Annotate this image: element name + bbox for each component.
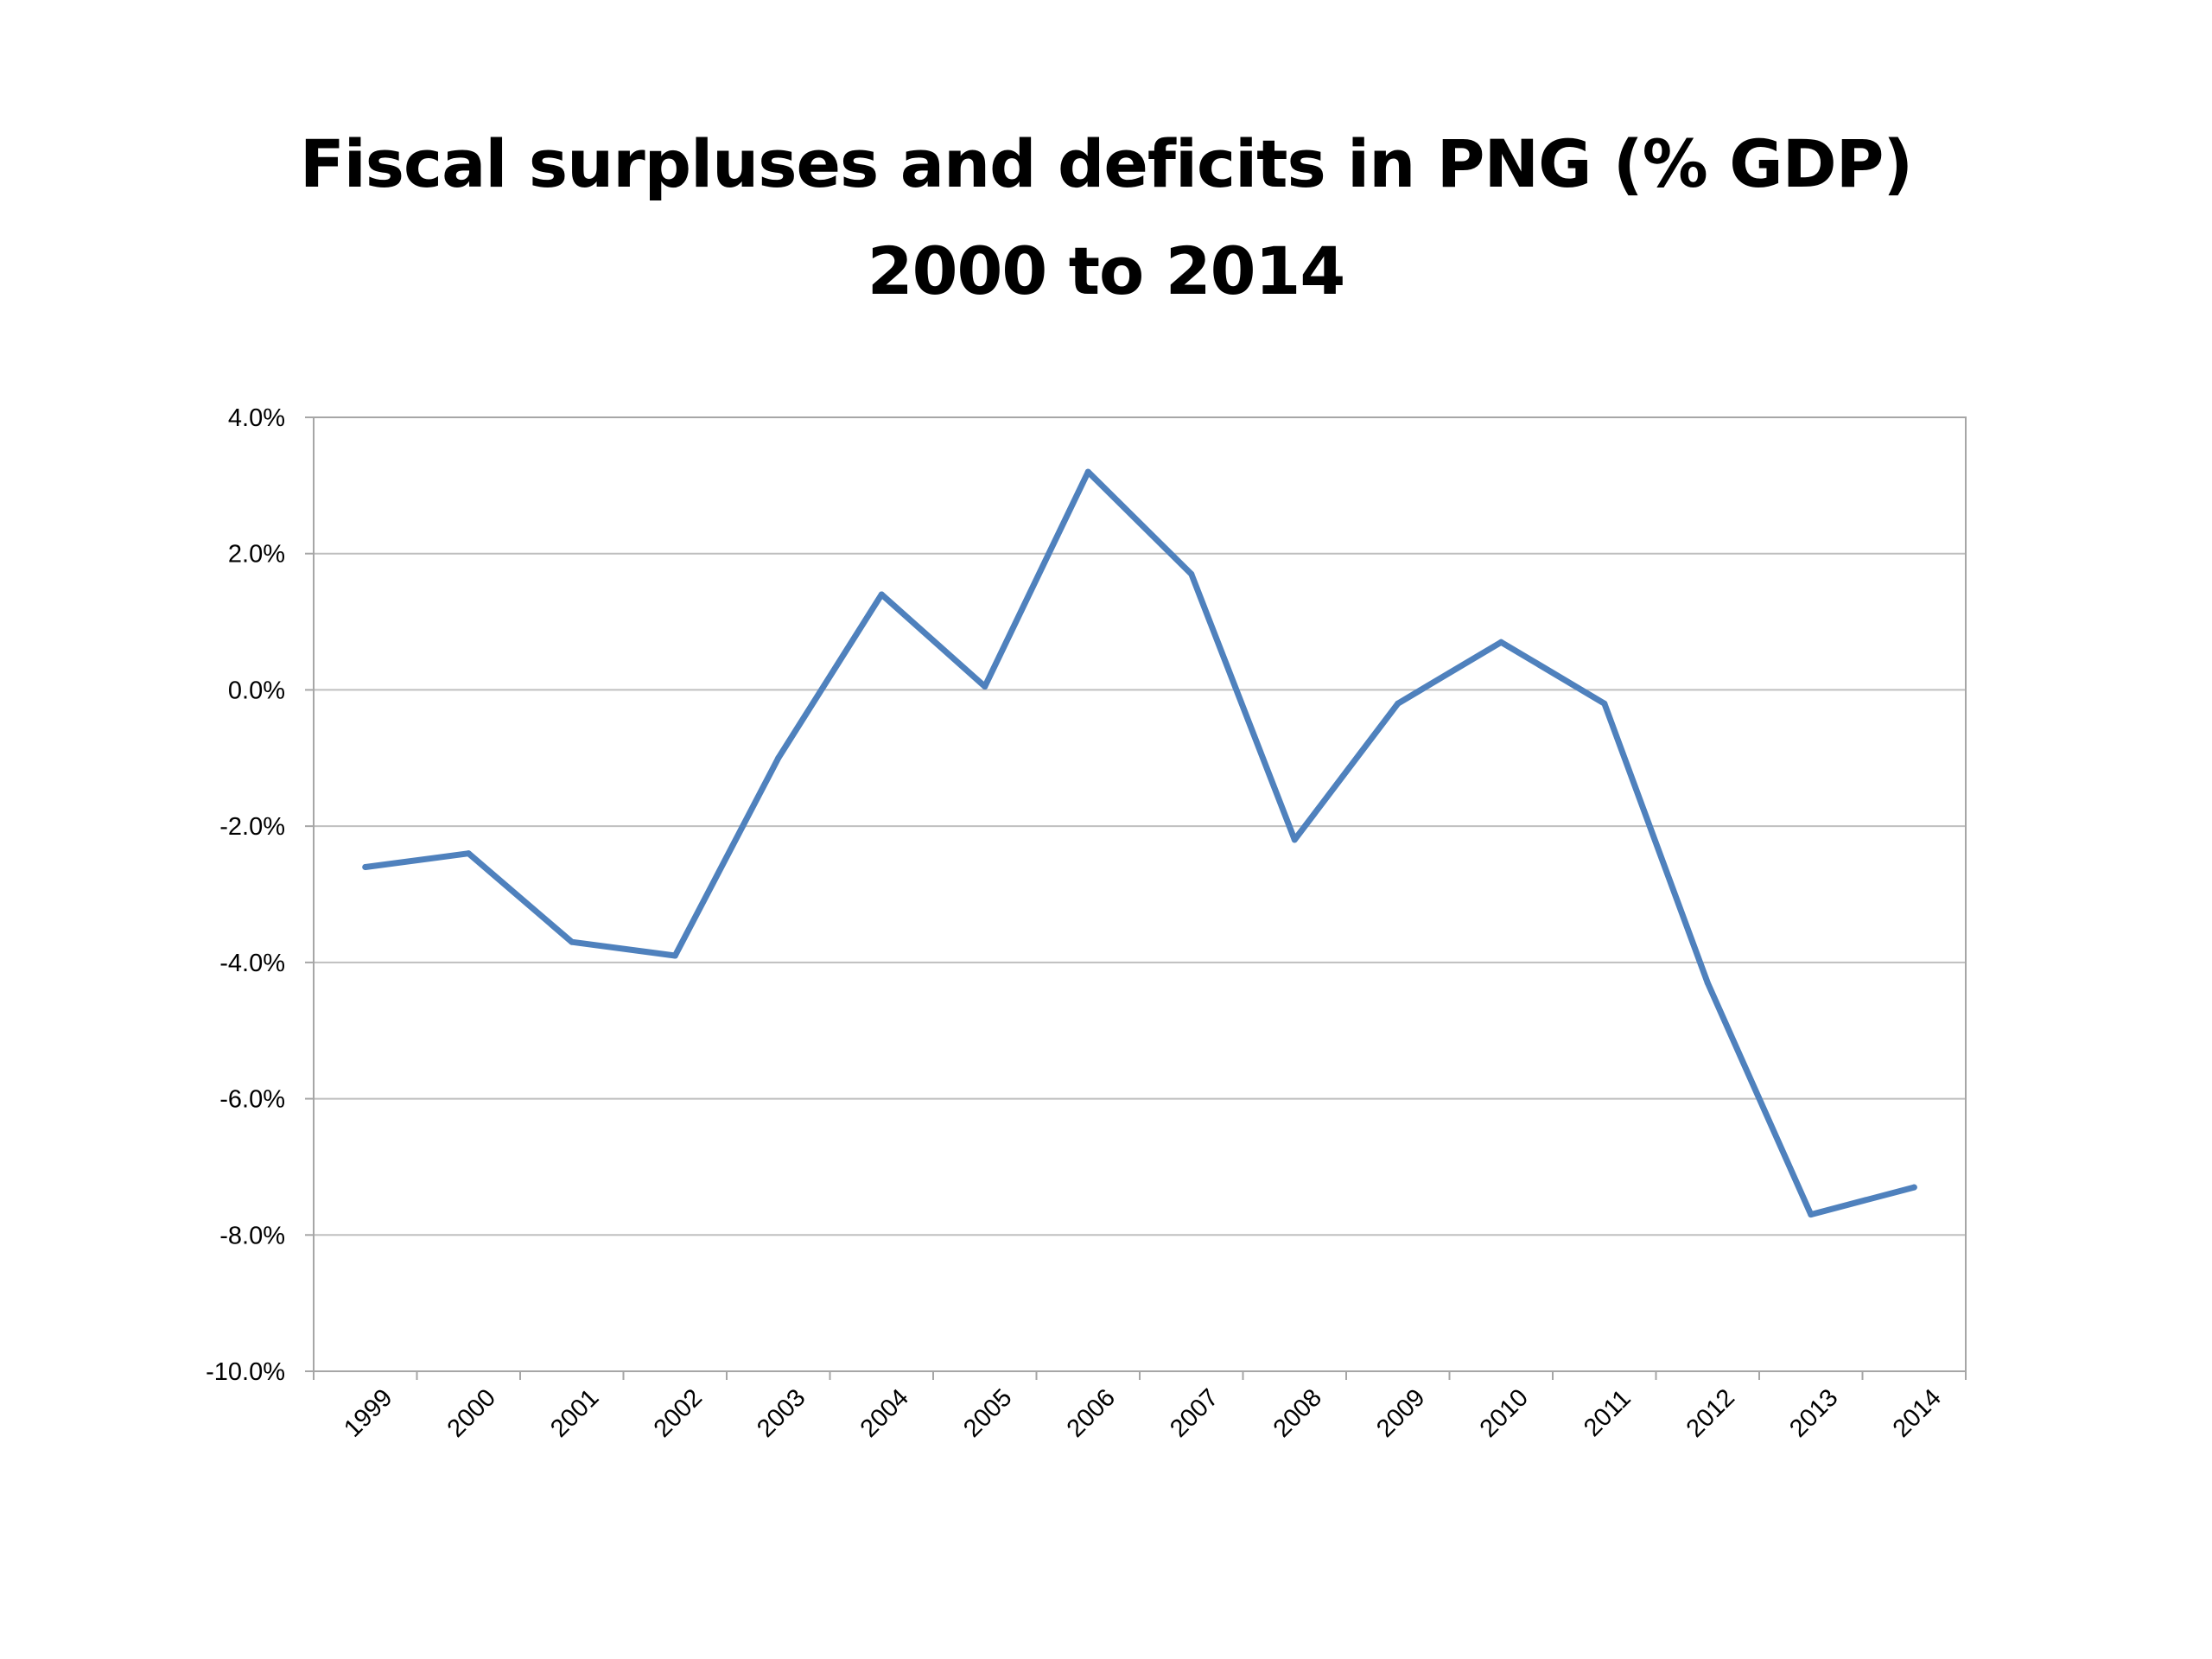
x-tick-label: 2012 — [1681, 1384, 1740, 1443]
data-point — [465, 850, 472, 857]
y-axis-tick-labels: 4.0% 2.0% 0.0% -2.0% -4.0% -6.0% -8.0% -10.0% — [206, 404, 285, 1386]
chart-subtitle-line: 2000 to 2014 — [867, 232, 1346, 309]
plot-area-border — [313, 416, 1967, 1372]
x-tick-label: 1999 — [339, 1384, 397, 1443]
x-tick-label: 2014 — [1888, 1384, 1947, 1443]
y-tick-label: -8.0% — [219, 1222, 285, 1249]
data-point — [671, 952, 678, 959]
y-tick-label: -4.0% — [219, 950, 285, 977]
data-point — [1084, 468, 1091, 475]
data-point — [569, 938, 575, 945]
y-tick-label: -2.0% — [219, 813, 285, 841]
x-tick-label: 2010 — [1475, 1384, 1534, 1443]
x-tick-label: 2000 — [442, 1384, 501, 1443]
series-line — [362, 468, 1917, 1218]
plot-frame — [305, 416, 1967, 1380]
gridlines — [314, 552, 1966, 1236]
y-tick-label: 4.0% — [228, 404, 285, 432]
series-layer — [362, 468, 1917, 1218]
x-tick-label: 2013 — [1784, 1384, 1843, 1443]
x-tick-label: 2003 — [752, 1384, 810, 1443]
data-point — [1910, 1184, 1917, 1191]
data-point — [1188, 570, 1195, 577]
y-tick-label: -6.0% — [219, 1086, 285, 1114]
chart-title: Fiscal surpluses and deficits in PNG (% … — [0, 111, 2212, 325]
x-tick-label: 2002 — [649, 1384, 708, 1443]
x-tick-label: 2004 — [855, 1384, 914, 1443]
data-point — [1291, 836, 1298, 843]
data-point — [1395, 700, 1402, 707]
chart-title-line: Fiscal surpluses and deficits in PNG (% … — [299, 125, 1913, 202]
x-tick-label: 2008 — [1268, 1384, 1327, 1443]
data-point — [982, 683, 988, 690]
data-point — [1704, 980, 1711, 987]
y-tick-label: 2.0% — [228, 541, 285, 569]
y-tick-label: 0.0% — [228, 677, 285, 704]
data-point — [1808, 1211, 1815, 1218]
x-tick-label: 2009 — [1371, 1384, 1430, 1443]
data-point — [1601, 700, 1608, 707]
x-tick-label: 2001 — [545, 1384, 604, 1443]
x-tick-label: 2007 — [1165, 1384, 1224, 1443]
data-point — [878, 591, 885, 598]
data-point — [1497, 639, 1504, 645]
x-tick-label: 2006 — [1062, 1384, 1121, 1443]
x-tick-label: 2005 — [958, 1384, 1017, 1443]
y-tick-label: -10.0% — [206, 1358, 285, 1386]
x-tick-label: 2011 — [1579, 1384, 1637, 1442]
data-point — [775, 754, 782, 761]
x-axis-tick-labels: 1999 2000 2001 2002 2003 2004 2005 2006 2007 2008… — [339, 1384, 1947, 1443]
data-point — [362, 863, 369, 870]
